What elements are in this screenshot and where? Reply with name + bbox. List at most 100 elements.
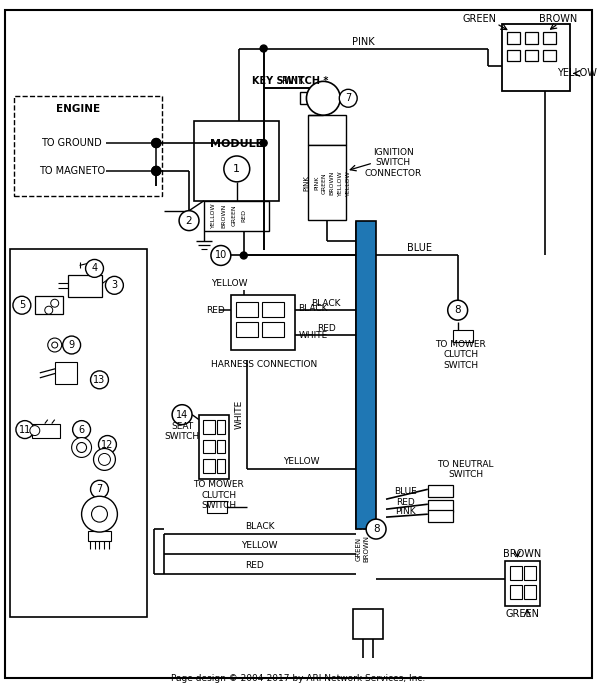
- Circle shape: [260, 45, 267, 52]
- Text: 13: 13: [94, 375, 106, 385]
- Text: TO MOWER
CLUTCH
SWITCH: TO MOWER CLUTCH SWITCH: [194, 480, 244, 510]
- Circle shape: [16, 420, 34, 439]
- Circle shape: [52, 342, 58, 348]
- Bar: [10, 249, 147, 616]
- Circle shape: [152, 138, 161, 147]
- Circle shape: [240, 252, 247, 259]
- Text: 7: 7: [97, 484, 103, 494]
- Circle shape: [45, 306, 53, 314]
- Text: BROWN: BROWN: [363, 535, 369, 562]
- Bar: [508, 49, 520, 61]
- Bar: [14, 97, 162, 196]
- Bar: [262, 322, 284, 337]
- Text: GREEN: GREEN: [505, 609, 539, 619]
- Text: BROWN: BROWN: [330, 171, 335, 195]
- Text: YELLOW: YELLOW: [338, 170, 343, 196]
- Bar: [262, 302, 284, 317]
- Bar: [194, 121, 278, 201]
- Bar: [543, 49, 556, 61]
- Bar: [543, 31, 556, 44]
- Bar: [511, 584, 523, 598]
- Bar: [356, 220, 376, 529]
- Circle shape: [13, 296, 31, 314]
- Bar: [236, 322, 257, 337]
- Bar: [88, 531, 112, 541]
- Text: MODULE: MODULE: [210, 139, 263, 149]
- Text: ARI: ARI: [192, 297, 405, 404]
- Text: 2: 2: [186, 215, 193, 226]
- Text: YELLOW: YELLOW: [211, 203, 217, 229]
- Circle shape: [91, 480, 109, 498]
- Bar: [199, 415, 229, 480]
- Circle shape: [71, 438, 92, 457]
- Text: TO GROUND: TO GROUND: [41, 138, 102, 148]
- Bar: [353, 609, 383, 639]
- Text: BROWN: BROWN: [221, 204, 226, 228]
- Bar: [308, 145, 346, 220]
- Text: ENGINE: ENGINE: [56, 104, 100, 114]
- Bar: [236, 302, 257, 317]
- Bar: [428, 485, 452, 497]
- Text: GREEN: GREEN: [355, 537, 361, 561]
- Text: HARNESS CONNECTION: HARNESS CONNECTION: [211, 361, 317, 370]
- Circle shape: [82, 496, 118, 532]
- Text: PINK: PINK: [314, 176, 319, 190]
- Circle shape: [339, 90, 357, 107]
- Circle shape: [307, 81, 340, 115]
- Circle shape: [92, 506, 107, 522]
- Text: BLACK: BLACK: [298, 304, 328, 313]
- Circle shape: [179, 211, 199, 231]
- Text: WHITE: WHITE: [298, 331, 328, 340]
- Text: YELLOW: YELLOW: [346, 170, 351, 196]
- Text: YELLOW: YELLOW: [557, 68, 597, 79]
- Text: PINK: PINK: [304, 175, 310, 190]
- Circle shape: [98, 436, 116, 453]
- Bar: [526, 31, 538, 44]
- Text: BLUE: BLUE: [395, 486, 418, 496]
- Bar: [505, 561, 540, 605]
- Circle shape: [152, 166, 161, 175]
- Bar: [508, 31, 520, 44]
- Text: 10: 10: [215, 250, 227, 261]
- Circle shape: [152, 138, 161, 147]
- Bar: [308, 115, 346, 145]
- Text: 12: 12: [101, 439, 113, 450]
- Text: RED: RED: [206, 306, 225, 315]
- Text: WHITE: WHITE: [234, 400, 243, 430]
- Text: 7: 7: [345, 93, 352, 104]
- Bar: [502, 24, 570, 91]
- Bar: [428, 510, 452, 522]
- Bar: [35, 296, 62, 314]
- Text: 3: 3: [112, 280, 118, 291]
- Text: 1: 1: [233, 164, 240, 174]
- Text: 5: 5: [19, 300, 25, 310]
- Text: BLACK: BLACK: [245, 521, 274, 530]
- Bar: [203, 420, 215, 434]
- Text: 6: 6: [79, 425, 85, 434]
- Text: GREEN: GREEN: [322, 172, 327, 194]
- Circle shape: [152, 166, 161, 175]
- Circle shape: [211, 245, 231, 265]
- Bar: [204, 201, 269, 231]
- Text: GREEN: GREEN: [232, 205, 236, 227]
- Bar: [428, 500, 452, 512]
- Text: IGNITION
SWITCH
CONNECTOR: IGNITION SWITCH CONNECTOR: [364, 148, 422, 178]
- Circle shape: [91, 371, 109, 389]
- Text: GREEN: GREEN: [463, 14, 496, 24]
- Text: YELLOW: YELLOW: [211, 279, 247, 288]
- Circle shape: [77, 443, 86, 452]
- Bar: [524, 566, 536, 580]
- Text: 8: 8: [373, 524, 379, 534]
- Bar: [301, 92, 308, 104]
- Bar: [217, 420, 225, 434]
- Circle shape: [62, 336, 80, 354]
- Text: 4: 4: [91, 263, 98, 273]
- Text: YELLOW: YELLOW: [241, 541, 278, 550]
- Circle shape: [30, 425, 40, 436]
- Text: TO NEUTRAL
SWITCH: TO NEUTRAL SWITCH: [437, 459, 494, 479]
- Circle shape: [51, 300, 59, 307]
- Text: KEY SWITCH *: KEY SWITCH *: [253, 76, 329, 86]
- Bar: [231, 295, 295, 350]
- Text: BLACK: BLACK: [311, 299, 341, 308]
- Bar: [511, 566, 523, 580]
